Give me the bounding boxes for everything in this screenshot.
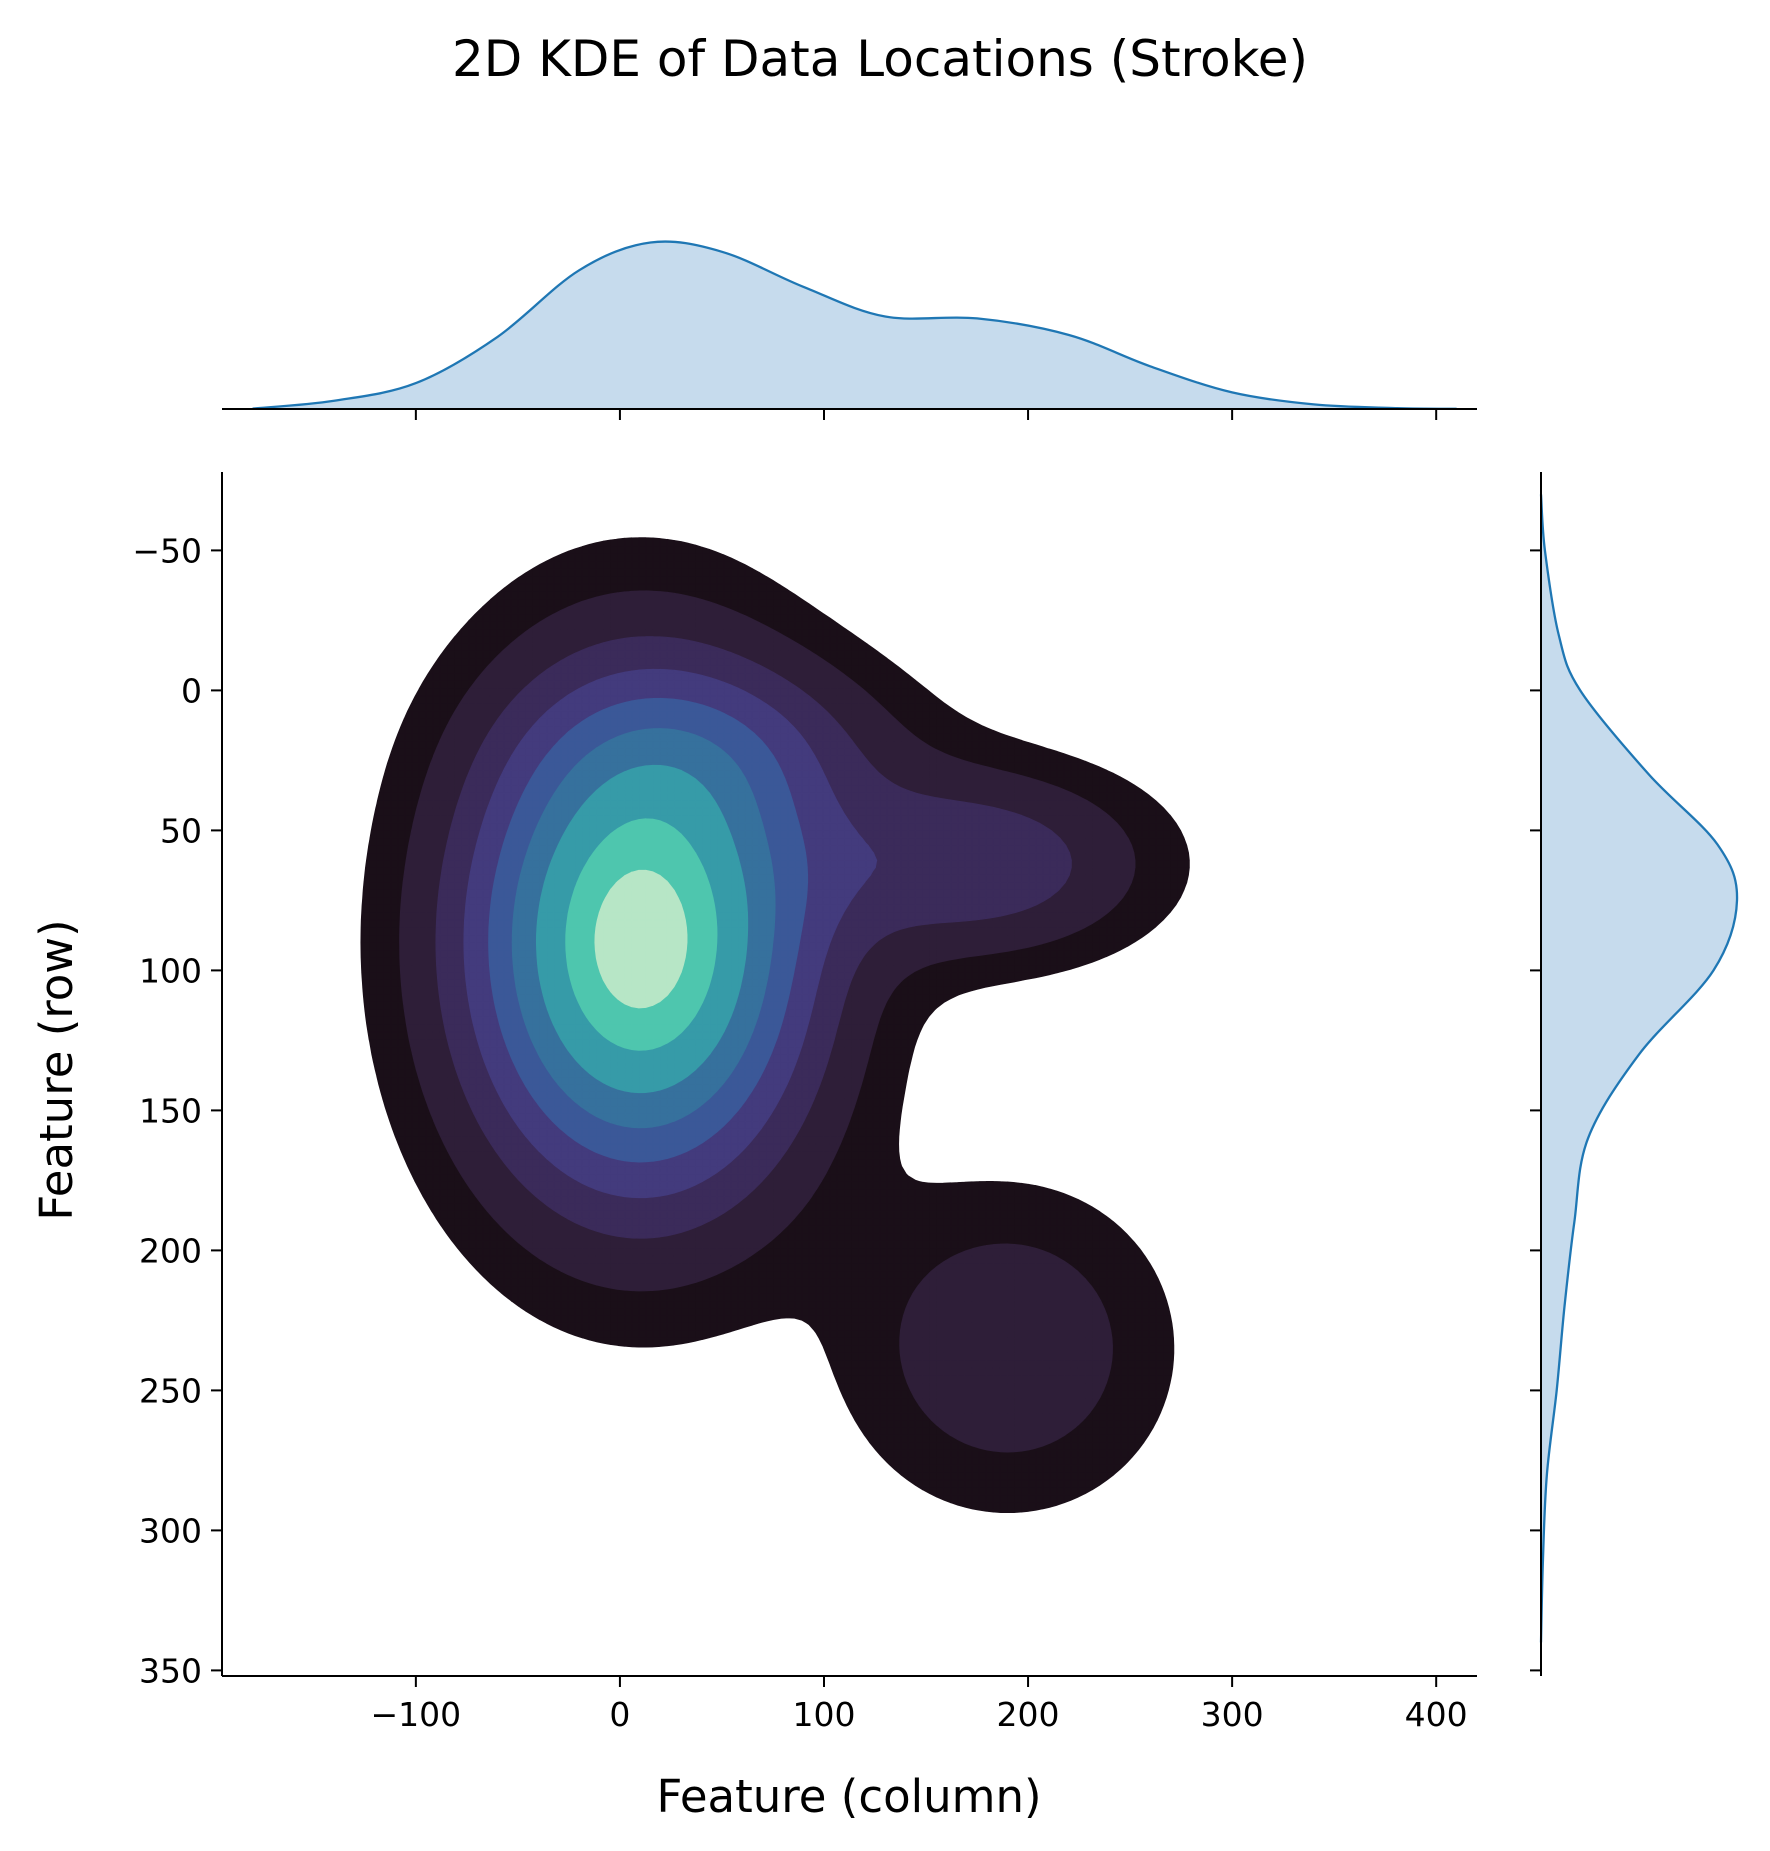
right-marginal-ticks bbox=[1530, 549, 1541, 1672]
kde-level-9 bbox=[594, 869, 688, 1009]
y-tick-label: 50 bbox=[160, 811, 202, 850]
x-tick-label: 0 bbox=[609, 1695, 630, 1734]
top-marginal-line bbox=[252, 240, 1457, 410]
x-tick-label: 100 bbox=[792, 1695, 855, 1734]
x-axis-label: Feature (column) bbox=[656, 1770, 1041, 1823]
joint-kde-contours bbox=[360, 537, 1190, 1514]
right-marginal-area bbox=[1541, 494, 1738, 1643]
x-tick-label: −100 bbox=[371, 1695, 462, 1734]
y-axis-ticks: −50 0 50 100 150 200 250 300 350 bbox=[132, 531, 222, 1690]
y-tick-label: 350 bbox=[139, 1651, 202, 1690]
right-marginal-density bbox=[1530, 472, 1739, 1676]
y-tick-label: 100 bbox=[139, 951, 202, 990]
x-tick-label: 400 bbox=[1405, 1695, 1468, 1734]
x-tick-label: 200 bbox=[997, 1695, 1060, 1734]
x-axis-ticks: −100 0 100 200 300 400 bbox=[371, 1676, 1468, 1734]
y-axis-label: Feature (row) bbox=[30, 919, 83, 1220]
y-tick-label: 200 bbox=[139, 1231, 202, 1270]
top-marginal-ticks bbox=[414, 409, 1438, 420]
y-tick-label: −50 bbox=[132, 531, 202, 570]
y-tick-label: 300 bbox=[139, 1511, 202, 1550]
y-tick-label: 150 bbox=[139, 1091, 202, 1130]
y-tick-label: 0 bbox=[181, 671, 202, 710]
joint-axes: −100 0 100 200 300 400 −50 0 50 100 150 200 250 300 3… bbox=[132, 472, 1477, 1734]
top-marginal-area bbox=[252, 241, 1457, 409]
y-tick-label: 250 bbox=[139, 1371, 202, 1410]
top-marginal-density bbox=[222, 240, 1477, 420]
right-marginal-line bbox=[1539, 494, 1739, 1643]
x-tick-label: 300 bbox=[1201, 1695, 1264, 1734]
chart-title: 2D KDE of Data Locations (Stroke) bbox=[452, 30, 1308, 88]
